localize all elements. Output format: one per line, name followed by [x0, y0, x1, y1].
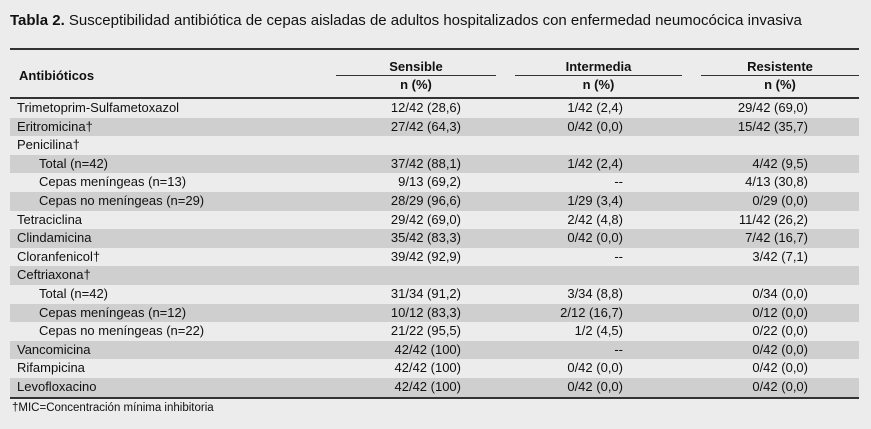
table-row: Tetraciclina 29/42 (69,0) 2/42 (4,8) 11/42 …: [10, 211, 859, 230]
cell-sensible: 21/22 (95,5): [390, 323, 461, 339]
cell-resistente: 4/13 (30,8): [745, 174, 808, 190]
cell-intermedia: --: [614, 341, 623, 357]
cell-intermedia: --: [614, 248, 623, 264]
cell-resistente: 4/42 (9,5): [752, 155, 808, 171]
cell-sensible: 10/12 (83,3): [390, 304, 461, 320]
cell-sensible: 42/42 (100): [394, 378, 462, 394]
footnote: †MIC=Concentración mínima inhibitoria: [12, 402, 214, 414]
cell-sensible: 35/42 (83,3): [390, 230, 461, 246]
cell-intermedia: 2/12 (16,7): [560, 304, 623, 320]
cell-sensible: 12/42 (28,6): [390, 100, 461, 115]
table-bottom-rule: [10, 396, 859, 399]
cell-intermedia: 2/42 (4,8): [567, 211, 623, 227]
cell-antibiotic: Ceftriaxona†: [17, 267, 91, 283]
cell-resistente: 11/42 (26,2): [738, 211, 808, 227]
table-title-label: Tabla 2.: [10, 12, 65, 29]
cell-sensible: 28/29 (96,6): [390, 192, 461, 208]
cell-antibiotic: Total (n=42): [39, 285, 109, 301]
header-sensible: Sensible: [389, 59, 443, 74]
cell-antibiotic: Cepas meníngeas (n=13): [39, 174, 187, 190]
cell-sensible: 27/42 (64,3): [390, 118, 461, 134]
table-row: Clindamicina 35/42 (83,3) 0/42 (0,0) 7/42 (…: [10, 229, 859, 248]
cell-resistente: 0/12 (0,0): [752, 304, 808, 320]
cell-antibiotic: Levofloxacino: [17, 378, 97, 394]
cell-antibiotic: Cepas meníngeas (n=12): [39, 304, 187, 320]
cell-intermedia: 0/42 (0,0): [567, 378, 623, 394]
table-row: Cepas no meníngeas (n=22) 21/22 (95,5) 1/2…: [10, 322, 859, 341]
cell-sensible: 9/13 (69,2): [398, 174, 461, 190]
cell-resistente: 3/42 (7,1): [752, 248, 808, 264]
table-row: Total (n=42) 31/34 (91,2) 3/34 (8,8) 0/34 (…: [10, 285, 859, 304]
header-group-resistente: Resistente n (%): [701, 58, 859, 94]
cell-antibiotic: Cepas no meníngeas (n=29): [39, 192, 205, 208]
cell-resistente: 0/22 (0,0): [752, 323, 808, 339]
header-group-intermedia: Intermedia n (%): [515, 58, 682, 94]
header-sensible-unit: n (%): [336, 75, 496, 93]
table-body: Trimetoprim-Sulfametoxazol 12/42 (28,6) 1/…: [10, 99, 859, 397]
table-row: Trimetoprim-Sulfametoxazol 12/42 (28,6) 1/…: [10, 99, 859, 118]
cell-intermedia: 1/2 (4,5): [574, 323, 623, 339]
cell-intermedia: 0/42 (0,0): [567, 118, 623, 134]
cell-sensible: 39/42 (92,9): [390, 248, 461, 264]
cell-antibiotic: Rifampicina: [17, 360, 85, 376]
header-group-sensible: Sensible n (%): [336, 58, 496, 94]
cell-antibiotic: Cloranfenicol†: [17, 248, 101, 264]
table-header: Antibióticos Sensible n (%) Intermedia n…: [10, 50, 859, 99]
cell-sensible: 42/42 (100): [394, 341, 462, 357]
cell-antibiotic: Cepas no meníngeas (n=22): [39, 323, 205, 339]
cell-resistente: 0/42 (0,0): [752, 360, 808, 376]
cell-intermedia: 3/34 (8,8): [567, 285, 623, 301]
cell-antibiotic: Trimetoprim-Sulfametoxazol: [17, 100, 180, 115]
cell-resistente: 29/42 (69,0): [737, 100, 808, 115]
cell-resistente: 15/42 (35,7): [737, 118, 808, 134]
cell-sensible: 42/42 (100): [394, 360, 462, 376]
table-row: Eritromicina† 27/42 (64,3) 0/42 (0,0) 15/42…: [10, 117, 859, 137]
cell-resistente: 0/29 (0,0): [752, 192, 808, 208]
header-intermedia-unit: n (%): [515, 75, 682, 93]
cell-intermedia: 1/42 (2,4): [567, 100, 623, 115]
table-row: Rifampicina 42/42 (100) 0/42 (0,0) 0/42 (0,…: [10, 359, 859, 378]
cell-antibiotic: Tetraciclina: [17, 211, 83, 227]
table-row: Cepas meníngeas (n=13) 9/13 (69,2) -- 4/13 …: [10, 173, 859, 192]
cell-intermedia: --: [614, 174, 623, 190]
cell-antibiotic: Penicilina†: [17, 137, 80, 153]
cell-resistente: 0/34 (0,0): [752, 285, 808, 301]
cell-sensible: 37/42 (88,1): [390, 155, 461, 171]
cell-intermedia: 0/42 (0,0): [567, 360, 623, 376]
cell-sensible: 31/34 (91,2): [390, 285, 461, 301]
cell-sensible: 29/42 (69,0): [390, 211, 461, 227]
cell-intermedia: 1/42 (2,4): [567, 155, 623, 171]
cell-resistente: 0/42 (0,0): [752, 378, 808, 394]
cell-antibiotic: Total (n=42): [39, 155, 109, 171]
table-row: Cepas no meníngeas (n=29) 28/29 (96,6) 1/2…: [10, 191, 859, 211]
header-antibioticos: Antibióticos: [19, 68, 95, 83]
cell-antibiotic: Clindamicina: [17, 230, 92, 246]
susceptibility-table: Antibióticos Sensible n (%) Intermedia n…: [10, 48, 859, 399]
header-intermedia: Intermedia: [565, 59, 632, 74]
table-row: Cloranfenicol† 39/42 (92,9) -- 3/42 (7,1): [10, 248, 859, 267]
table-row: Cepas meníngeas (n=12) 10/12 (83,3) 2/12 (…: [10, 303, 859, 323]
cell-resistente: 0/42 (0,0): [752, 341, 808, 357]
table-title-text: Susceptibilidad antibiótica de cepas ais…: [68, 12, 802, 29]
cell-antibiotic: Eritromicina†: [17, 118, 93, 134]
cell-intermedia: 0/42 (0,0): [567, 230, 623, 246]
cell-antibiotic: Vancomicina: [17, 341, 91, 357]
header-resistente: Resistente: [747, 59, 813, 74]
table-row: Penicilina†: [10, 136, 859, 155]
table-row: Total (n=42) 37/42 (88,1) 1/42 (2,4) 4/42 (…: [10, 154, 859, 174]
table-row: Vancomicina 42/42 (100) -- 0/42 (0,0): [10, 340, 859, 360]
table-row: Ceftriaxona†: [10, 266, 859, 285]
cell-intermedia: 1/29 (3,4): [567, 192, 623, 208]
table-title: Tabla 2. Susceptibilidad antibiótica de …: [10, 12, 802, 29]
table-row: Levofloxacino 42/42 (100) 0/42 (0,0) 0/42 (…: [10, 377, 859, 397]
cell-resistente: 7/42 (16,7): [745, 230, 808, 246]
header-resistente-unit: n (%): [701, 75, 859, 93]
